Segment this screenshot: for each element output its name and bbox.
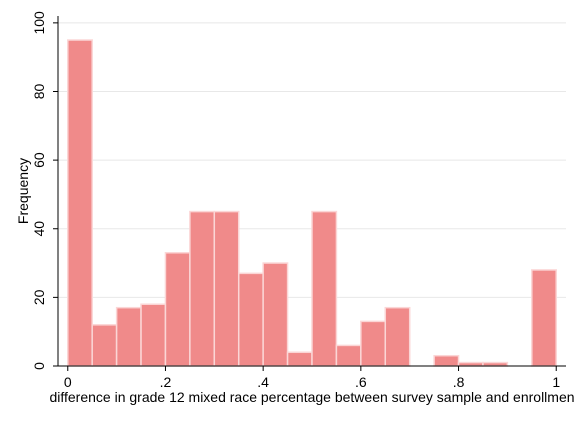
histogram-bar bbox=[67, 39, 93, 367]
histogram-bar bbox=[213, 210, 240, 367]
x-tick-label: .2 bbox=[160, 374, 172, 390]
axes bbox=[57, 16, 566, 367]
histogram-bar bbox=[286, 351, 313, 367]
y-tick-label: 60 bbox=[31, 152, 47, 168]
histogram-bar bbox=[164, 252, 191, 367]
histogram-bar bbox=[91, 324, 118, 367]
histogram-bar bbox=[433, 354, 460, 367]
x-tick-label: .6 bbox=[355, 374, 367, 390]
histogram-bar bbox=[140, 303, 167, 367]
y-tick-label: 0 bbox=[31, 362, 47, 370]
histogram-bar bbox=[384, 306, 411, 367]
gridlines bbox=[58, 22, 566, 298]
histogram-bar bbox=[482, 361, 509, 367]
x-tick-label: .8 bbox=[453, 374, 465, 390]
x-tick-label: 0 bbox=[64, 374, 72, 390]
x-tick-label: .4 bbox=[257, 374, 269, 390]
y-axis-title: Frequency bbox=[15, 158, 31, 224]
x-tick-label: 1 bbox=[552, 374, 560, 390]
histogram-bar bbox=[531, 269, 557, 367]
histogram-bar bbox=[311, 210, 338, 367]
histogram-bar bbox=[115, 306, 142, 367]
histogram-bar bbox=[189, 210, 216, 367]
y-tick-label: 40 bbox=[31, 221, 47, 237]
histogram-bar bbox=[360, 320, 387, 367]
y-tick-label: 100 bbox=[31, 11, 47, 35]
histogram-bar bbox=[457, 361, 484, 367]
histogram-bars bbox=[67, 39, 557, 367]
x-axis-title: difference in grade 12 mixed race percen… bbox=[49, 389, 574, 405]
axis-ticks: 0 20 40 60 80 100 0 .2 .4 .6 .8 1 bbox=[31, 11, 560, 390]
histogram-bar bbox=[335, 344, 362, 367]
histogram-bar bbox=[262, 262, 289, 367]
y-tick-label: 20 bbox=[31, 289, 47, 305]
y-tick-label: 80 bbox=[31, 83, 47, 99]
histogram-bar bbox=[237, 272, 264, 367]
